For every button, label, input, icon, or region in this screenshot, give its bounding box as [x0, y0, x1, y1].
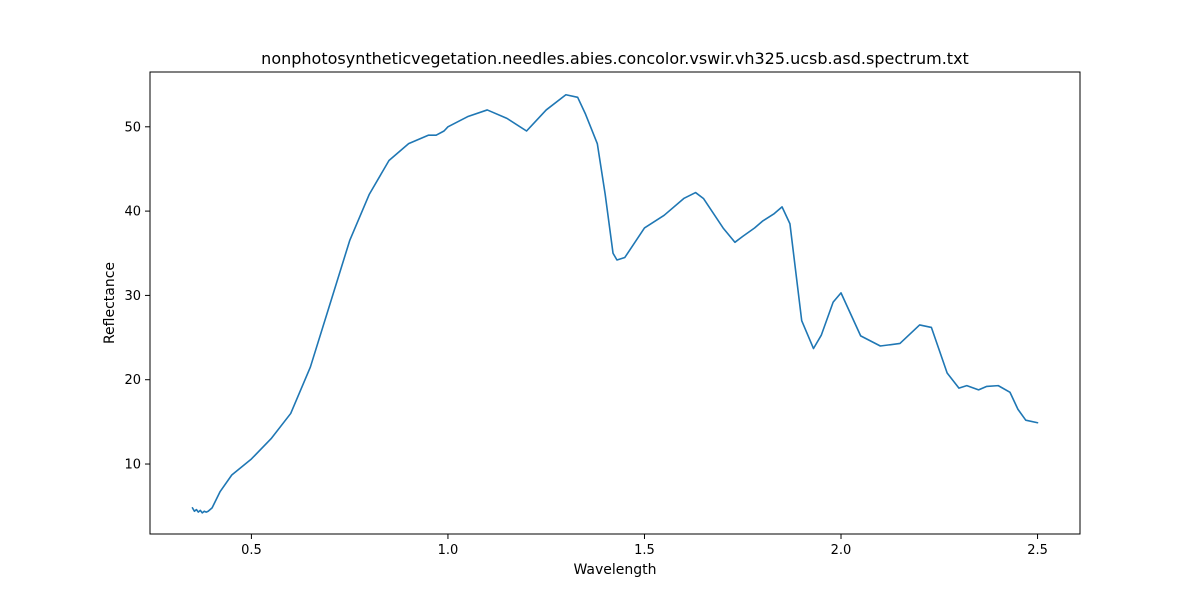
y-tick-label: 10: [124, 458, 141, 473]
axes-frame: [149, 71, 1081, 535]
x-tick-label: 1.0: [438, 543, 459, 558]
x-tick-label: 1.5: [634, 543, 655, 558]
x-tick-label: 2.0: [831, 543, 852, 558]
series-line-reflectance: [191, 93, 1039, 514]
y-tick-label: 30: [124, 289, 141, 304]
y-tick-label: 20: [124, 373, 141, 388]
y-tick-label: 40: [124, 205, 141, 220]
chart-title: nonphotosyntheticvegetation.needles.abie…: [261, 49, 969, 68]
plot-area: [191, 93, 1039, 514]
y-axis: 10 20 30 40 50: [124, 120, 150, 473]
x-axis-label: Wavelength: [573, 562, 656, 578]
x-tick-label: 2.5: [1027, 543, 1048, 558]
y-tick-label: 50: [124, 120, 141, 135]
x-axis: 0.5 1.0 1.5 2.0 2.5: [241, 534, 1048, 558]
y-axis-label: Reflectance: [102, 262, 118, 344]
x-tick-label: 0.5: [241, 543, 262, 558]
